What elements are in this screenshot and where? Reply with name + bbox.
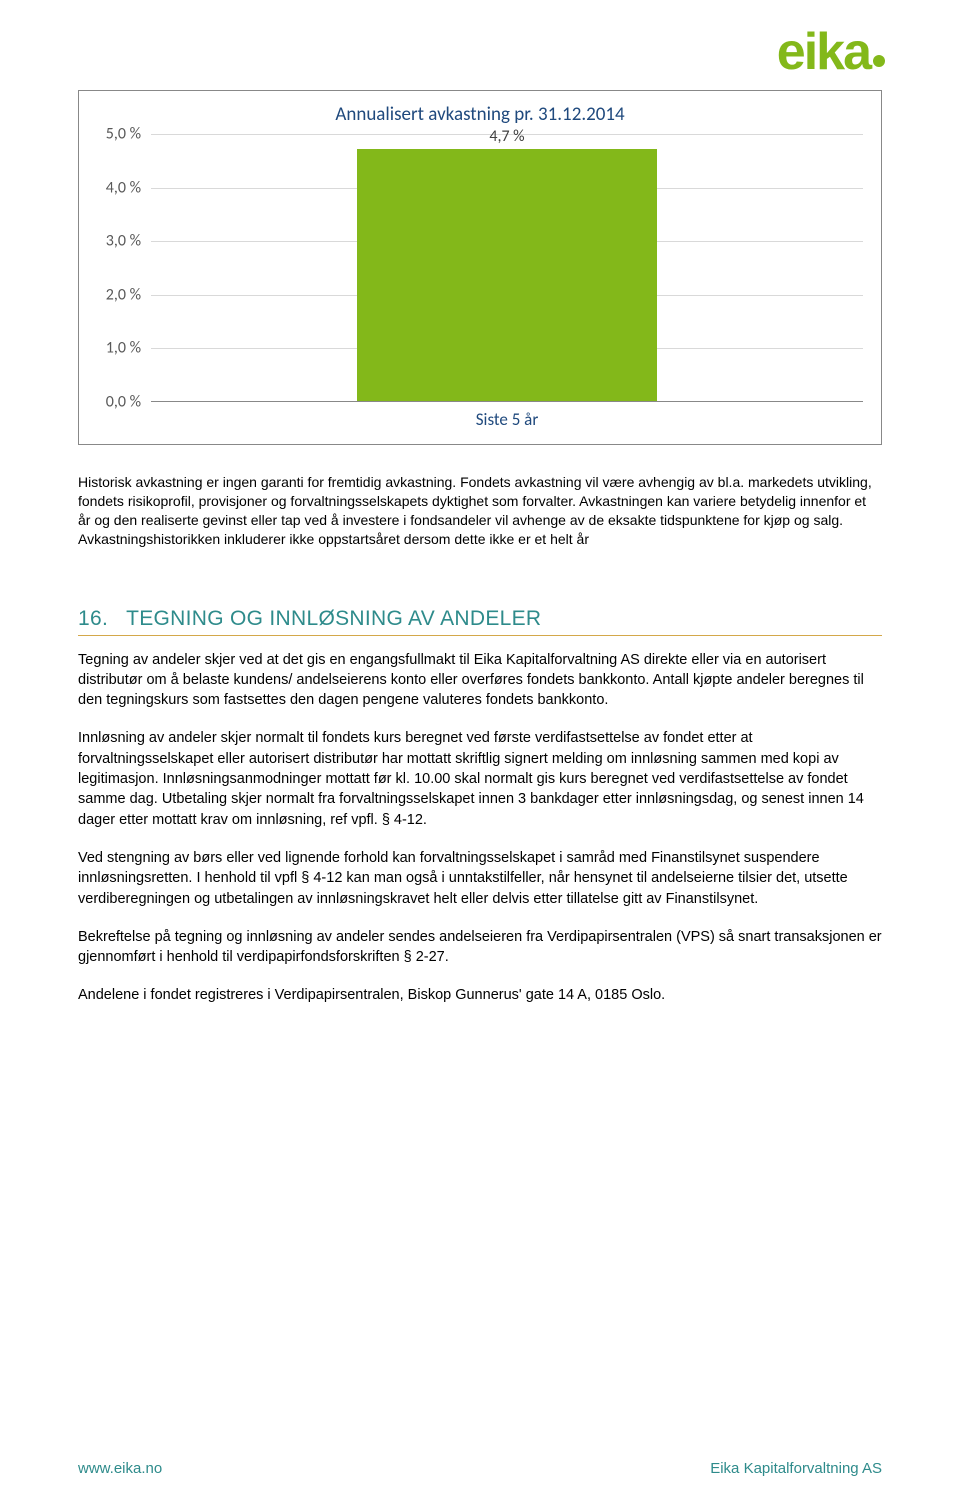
footer-url: www.eika.no (78, 1460, 162, 1477)
section-paragraph: Tegning av andeler skjer ved at det gis … (78, 650, 882, 711)
footer-company: Eika Kapitalforvaltning AS (710, 1460, 882, 1477)
page-content: Annualisert avkastning pr. 31.12.2014 0,… (0, 0, 960, 1006)
section-title: TEGNING OG INNLØSNING AV ANDELER (126, 607, 541, 630)
section-paragraph: Ved stengning av børs eller ved lignende… (78, 848, 882, 909)
chart-area: 0,0 %1,0 %2,0 %3,0 %4,0 %5,0 %4,7 % Sist… (151, 134, 863, 434)
section-paragraph: Innløsning av andeler skjer normalt til … (78, 728, 882, 829)
page-footer: www.eika.no Eika Kapitalforvaltning AS (78, 1460, 882, 1477)
return-chart: Annualisert avkastning pr. 31.12.2014 0,… (78, 90, 882, 445)
section-paragraph: Bekreftelse på tegning og innløsning av … (78, 927, 882, 968)
section-body: Tegning av andeler skjer ved at det gis … (78, 650, 882, 1006)
section-paragraph: Andelene i fondet registreres i Verdipap… (78, 985, 882, 1005)
chart-bar-label: 4,7 % (357, 127, 656, 146)
logo-dot-icon (873, 55, 885, 67)
disclaimer-text: Historisk avkastning er ingen garanti fo… (78, 473, 882, 549)
brand-logo: eika (777, 22, 885, 82)
logo-text: eika (777, 23, 870, 81)
section-heading: 16. TEGNING OG INNLØSNING AV ANDELER (78, 607, 882, 631)
chart-ylabel: 2,0 % (91, 285, 141, 304)
chart-ylabel: 3,0 % (91, 232, 141, 251)
chart-xlabel: Siste 5 år (151, 409, 863, 430)
chart-ylabel: 1,0 % (91, 339, 141, 358)
chart-title: Annualisert avkastning pr. 31.12.2014 (97, 103, 863, 126)
chart-ylabel: 4,0 % (91, 178, 141, 197)
chart-ylabel: 5,0 % (91, 125, 141, 144)
section-underline (78, 635, 882, 636)
chart-plot: 0,0 %1,0 %2,0 %3,0 %4,0 %5,0 %4,7 % (151, 134, 863, 402)
chart-ylabel: 0,0 % (91, 393, 141, 412)
chart-bar: 4,7 % (357, 149, 656, 401)
section-number: 16. (78, 607, 108, 630)
